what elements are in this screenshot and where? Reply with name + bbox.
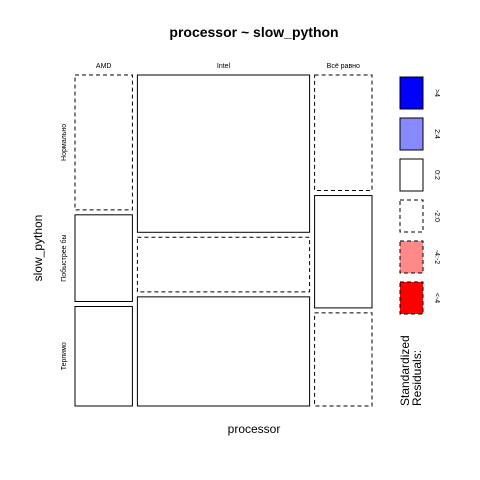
mosaic-cell-0-1 [74,214,133,302]
mosaic-cell-2-1 [314,195,373,309]
legend-label: <-4 [433,293,440,303]
legend-label: >4 [433,89,440,97]
x-category-label: AMD [96,63,112,70]
x-category-label: Intel [217,63,231,70]
legend-swatch-4-0 [399,76,424,110]
chart-title: processor ~ slow_python [169,24,338,40]
legend-label: 0:2 [433,170,440,180]
legend-swatch-4-2-4 [399,240,424,274]
x-category-labels: AMD Intel Всё равно [96,63,360,70]
mosaic-cell-0-2 [74,305,133,407]
x-category-label: Всё равно [327,63,360,70]
mosaic-cell-0-0 [74,74,133,211]
legend-swatch-2-0-3 [399,199,424,233]
y-category-label: Терпимо [61,342,68,370]
y-category-labels: Нормально Побыстрее бы Терпимо [60,124,68,370]
legend: >4 2:4 0:2 -2:0 -4:-2 <-4 StandardizedResidual… [398,76,440,406]
x-axis-title: processor [228,422,281,436]
legend-swatch-0-2-2 [399,158,424,192]
mosaic-cell-1-2 [136,296,311,407]
mosaic-cell-1-1 [136,236,311,293]
legend-label: -4:-2 [433,250,440,265]
mosaic-cell-2-2 [314,312,373,407]
y-category-label: Побыстрее бы [60,234,68,281]
y-category-label: Нормально [61,124,68,161]
legend-swatch-2-4-1 [399,117,424,151]
legend-title-line: Standardized [398,335,412,406]
mosaic-cell-1-0 [136,74,311,233]
legend-label: -2:0 [433,210,440,222]
mosaic-cells [74,74,373,407]
legend-swatch-4-5 [399,281,424,315]
y-axis-title: slow_python [31,215,45,282]
legend-title-line: Residuals: [410,350,424,406]
mosaic-cell-2-0 [314,74,373,192]
legend-label: 2:4 [433,129,440,139]
